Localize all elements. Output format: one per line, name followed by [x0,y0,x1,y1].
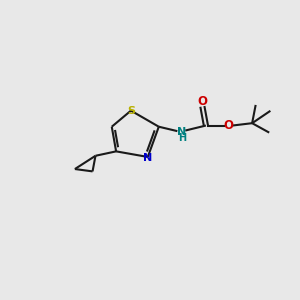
Text: N: N [177,127,186,137]
Text: O: O [197,95,207,108]
Text: S: S [127,106,135,116]
Text: O: O [223,119,233,132]
Text: H: H [178,134,186,143]
Text: N: N [143,153,152,164]
